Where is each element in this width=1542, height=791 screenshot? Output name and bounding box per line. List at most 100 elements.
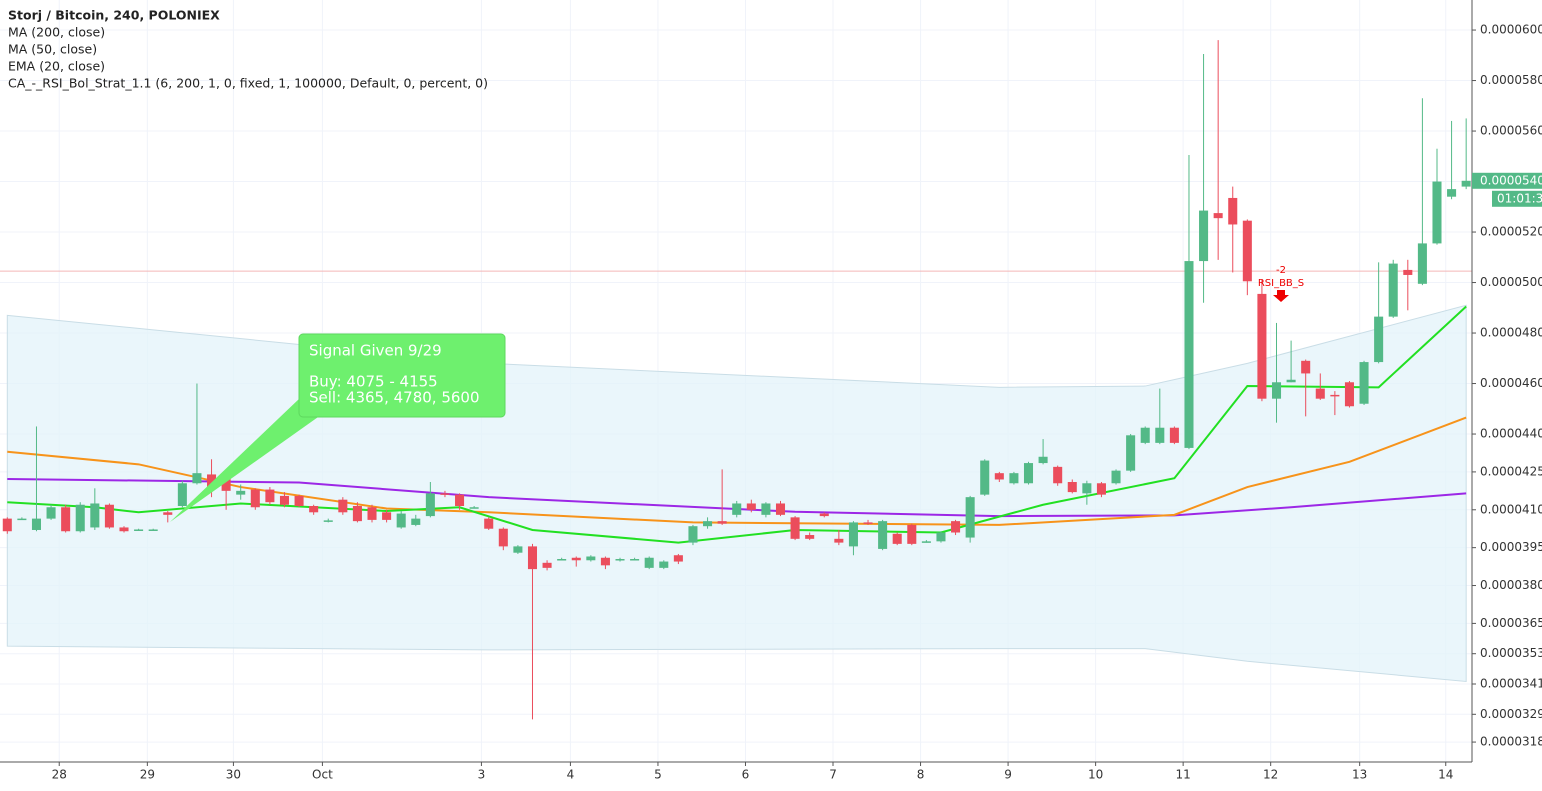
candle-body (236, 490, 246, 495)
candle-body (1315, 388, 1325, 399)
candle-body (1403, 269, 1413, 275)
candle-body (1155, 427, 1165, 443)
candle-body (600, 557, 610, 566)
candle-body (469, 507, 479, 509)
callout-text: Sell: 4365, 4780, 5600 (309, 389, 480, 407)
candle-body (1301, 360, 1311, 374)
callout-box (298, 333, 506, 418)
candle-body (104, 504, 114, 528)
candle-body (630, 559, 640, 561)
candle-body (1009, 473, 1019, 484)
indicator-line (7, 477, 1467, 518)
price-tag-label: 0.00005403 (1480, 173, 1542, 187)
strategy-label: CA_-_RSI_Bol_Strat_1.1 (6, 200, 1, 0, fi… (8, 76, 488, 91)
x-tick-label: 28 (52, 768, 67, 782)
candle-body (455, 494, 465, 506)
candle-body (746, 503, 756, 510)
x-tick-label: 14 (1438, 768, 1453, 782)
x-tick-label: 8 (917, 768, 925, 782)
candle-body (352, 505, 362, 522)
candle-body (1023, 463, 1034, 484)
candle-body (148, 529, 158, 531)
candle-body (163, 512, 173, 515)
candle-body (805, 535, 815, 539)
candle-body (1038, 456, 1048, 464)
candle-body (1417, 243, 1427, 284)
candle-body (571, 557, 581, 561)
candle-body (61, 507, 71, 532)
candle-body (484, 518, 494, 529)
candle-body (1461, 180, 1471, 187)
candle-body (907, 524, 917, 544)
candle-body (1140, 427, 1150, 443)
candle-body (542, 562, 552, 568)
candle-body (1213, 213, 1223, 219)
candle-body (1447, 189, 1457, 197)
x-tick-label: 10 (1088, 768, 1103, 782)
candle-body (586, 556, 596, 561)
legend-entry: MA (200, close) (8, 25, 105, 40)
candle-body (980, 460, 990, 495)
signal-qty: -2 (1276, 265, 1286, 276)
candle-body (1330, 394, 1340, 397)
candle-body (819, 513, 829, 517)
countdown: 01:01:35 (1497, 191, 1542, 205)
x-tick-label: 12 (1263, 768, 1278, 782)
candle-body (134, 529, 144, 531)
x-tick-label: 11 (1176, 768, 1191, 782)
candle-body (1286, 379, 1296, 383)
candle-body (1242, 220, 1252, 282)
candle-body (1228, 197, 1238, 225)
candle-body (834, 538, 844, 543)
price-tag (1472, 172, 1542, 189)
callout-text: Buy: 4075 - 4155 (309, 373, 438, 391)
candle-body (790, 517, 800, 539)
x-tick-label: Oct (312, 768, 333, 782)
candle-body (294, 495, 304, 506)
candle-body (1053, 466, 1063, 484)
x-tick-label: 30 (226, 768, 241, 782)
x-tick-label: 4 (567, 768, 575, 782)
candle-body (965, 497, 975, 538)
candle-body (527, 546, 538, 570)
candle-body (17, 518, 27, 521)
legend: Storj / Bitcoin, 240, POLONIEX MA (200, … (8, 8, 488, 91)
candle-body (1067, 482, 1077, 493)
candle-body (1184, 261, 1194, 448)
candle-body (761, 503, 771, 515)
candle-body (46, 507, 56, 519)
candle-body (1359, 362, 1369, 404)
signal-arrow (1273, 290, 1289, 302)
candle-body (338, 499, 348, 513)
candle-body (1096, 483, 1106, 495)
indicator-line (7, 305, 1467, 544)
candle-body (1111, 470, 1121, 484)
candle-body (250, 489, 260, 508)
candle-body (75, 504, 85, 532)
candle-body (1344, 382, 1354, 407)
candle-body (936, 532, 946, 542)
candle-body (396, 513, 406, 528)
candle-body (892, 533, 902, 544)
callout-text: Signal Given 9/29 (309, 342, 442, 360)
candle-body (703, 521, 713, 527)
candle-body (1374, 316, 1384, 363)
candle-body (221, 476, 231, 491)
candle-body (1082, 483, 1092, 494)
candle-body (848, 522, 858, 547)
indicator-line (7, 416, 1467, 526)
x-tick-label: 5 (654, 768, 662, 782)
candle-body (775, 503, 786, 515)
candle-body (644, 557, 654, 568)
